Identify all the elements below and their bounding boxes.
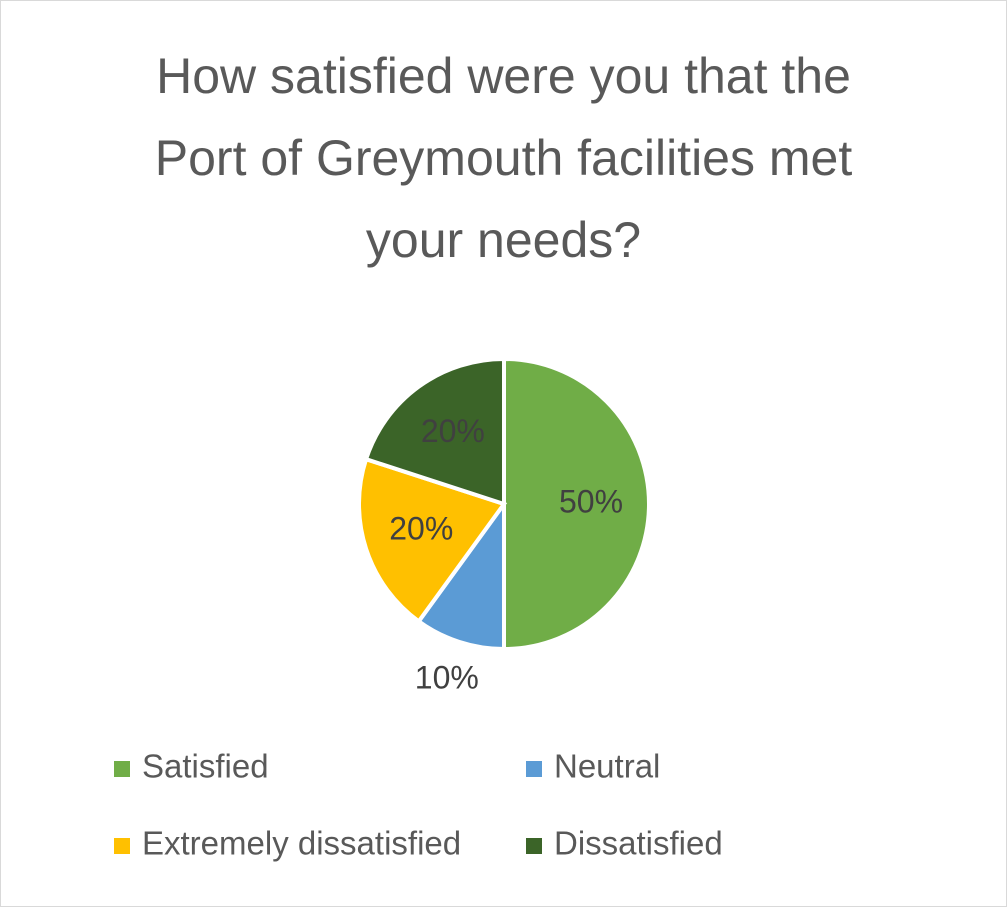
- data-label: 20%: [421, 413, 485, 449]
- legend-label: Dissatisfied: [554, 825, 723, 862]
- data-label: 50%: [559, 483, 623, 519]
- legend-swatch: [526, 838, 542, 854]
- chart-title: How satisfied were you that the Port of …: [154, 48, 853, 268]
- legend-label: Neutral: [554, 748, 660, 785]
- legend-label: Satisfied: [142, 748, 269, 785]
- data-label: 10%: [415, 659, 479, 695]
- pie-slice: [357, 456, 508, 625]
- legend-swatch: [526, 761, 542, 777]
- data-label: 20%: [389, 510, 453, 546]
- legend-swatch: [114, 838, 130, 854]
- pie-slice: [415, 497, 506, 652]
- pie-slice: [363, 356, 506, 507]
- pie-slice: [502, 356, 651, 652]
- legend-swatch: [114, 761, 130, 777]
- legend-label: Extremely dissatisfied: [142, 825, 461, 862]
